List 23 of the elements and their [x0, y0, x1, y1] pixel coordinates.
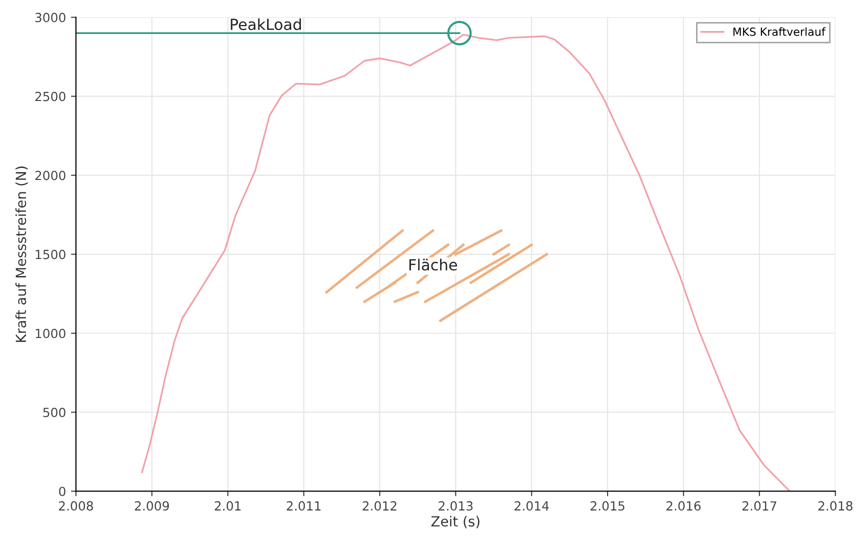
x-tick-label: 2.008: [58, 501, 93, 511]
x-tick-label: 2.018: [818, 501, 852, 511]
y-tick-label: 1500: [36, 250, 66, 260]
x-tick-label: 2.015: [590, 501, 624, 511]
y-tick-label: 1000: [36, 328, 66, 338]
x-tick-label: 2.012: [362, 501, 396, 511]
x-tick-label: 2.01: [214, 501, 241, 511]
y-tick-label: 3000: [35, 12, 66, 22]
y-tick-label: 0: [59, 486, 66, 496]
y-tick-label: 2000: [35, 170, 66, 180]
y-tick-label: 500: [43, 408, 66, 418]
x-tick-label: 2.014: [514, 501, 549, 511]
x-tick-label: 2.016: [666, 501, 701, 511]
x-axis-title: Zeit (s): [431, 516, 480, 528]
legend-label: MKS Kraftverlauf: [733, 27, 826, 36]
annotation: PeakLoad: [230, 18, 301, 30]
y-axis-title: Kraft auf Messstreifen (N): [15, 166, 28, 342]
x-tick-label: 2.011: [286, 501, 321, 511]
x-tick-label: 2.013: [438, 501, 473, 511]
x-tick-label: 2.017: [742, 501, 776, 511]
x-tick-label: 2.009: [134, 501, 169, 511]
annotation: Fläche: [409, 258, 458, 271]
y-tick-label: 2500: [35, 92, 66, 102]
